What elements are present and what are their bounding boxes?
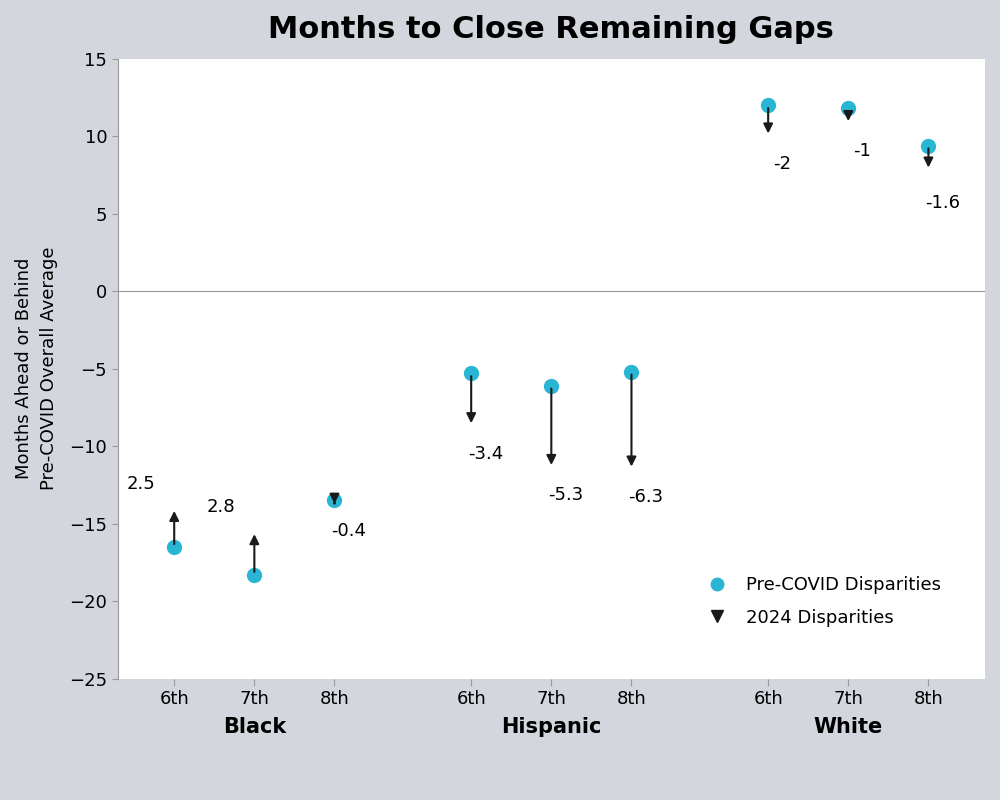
Text: -1: -1 bbox=[854, 142, 871, 161]
Legend: Pre-COVID Disparities, 2024 Disparities: Pre-COVID Disparities, 2024 Disparities bbox=[681, 558, 959, 645]
Y-axis label: Months Ahead or Behind
Pre-COVID Overall Average: Months Ahead or Behind Pre-COVID Overall… bbox=[15, 247, 58, 490]
Text: Black: Black bbox=[223, 718, 286, 738]
Text: -6.3: -6.3 bbox=[628, 488, 663, 506]
Text: -5.3: -5.3 bbox=[548, 486, 583, 505]
Text: -1.6: -1.6 bbox=[925, 194, 960, 212]
Text: 2.5: 2.5 bbox=[127, 474, 156, 493]
Text: 2.8: 2.8 bbox=[207, 498, 236, 516]
Text: -0.4: -0.4 bbox=[331, 522, 366, 540]
Title: Months to Close Remaining Gaps: Months to Close Remaining Gaps bbox=[268, 15, 834, 44]
Text: Hispanic: Hispanic bbox=[501, 718, 602, 738]
Text: -3.4: -3.4 bbox=[468, 445, 503, 462]
Text: -2: -2 bbox=[773, 155, 791, 173]
Text: White: White bbox=[814, 718, 883, 738]
